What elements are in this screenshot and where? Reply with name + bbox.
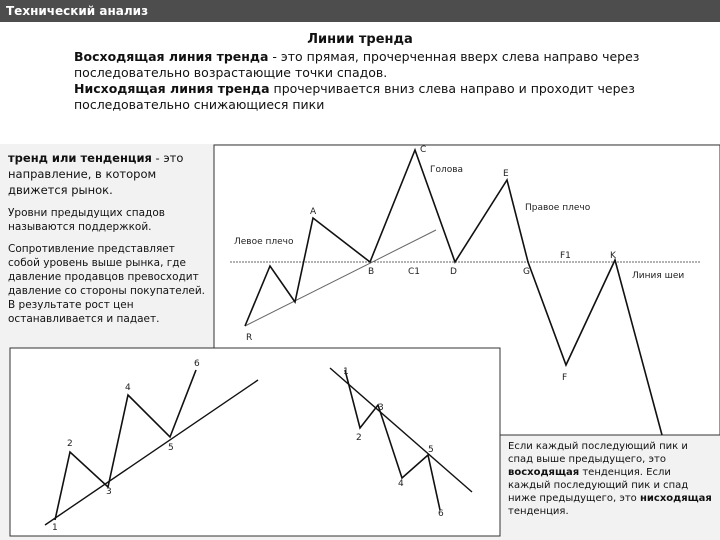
label: Линия шеи [632, 271, 684, 281]
label: F1 [560, 251, 571, 261]
trend-line [244, 229, 437, 327]
intro: Линии тренда Восходящая линия тренда - э… [0, 22, 720, 144]
text: тенденция. [508, 506, 569, 517]
label: F [562, 373, 567, 383]
down-labels: 1 2 3 4 5 6 [343, 367, 444, 519]
label: 2 [356, 433, 362, 443]
label: C1 [408, 267, 420, 277]
label: 4 [398, 479, 404, 489]
paragraph: Нисходящая линия тренда прочерчивается в… [74, 81, 702, 113]
bold: нисходящая [639, 493, 712, 504]
price-line [244, 147, 663, 436]
label: 2 [67, 439, 73, 449]
down-trend-line [329, 367, 473, 493]
label: Правое плечо [525, 203, 591, 213]
down-price-line [344, 369, 441, 511]
text: - это направление, в котором движется ры… [8, 151, 184, 197]
label: 5 [428, 445, 434, 455]
bold: Восходящая линия тренда [74, 49, 269, 64]
note: тренд или тенденция - это направление, в… [8, 150, 206, 198]
text: тенденция. Если каждый последующий пик и… [508, 467, 689, 504]
trend-panel [9, 347, 501, 537]
bold: Нисходящая линия тренда [74, 81, 270, 96]
note: Сопротивление представляет собой уровень… [8, 243, 206, 325]
label: 3 [106, 487, 112, 497]
hs-labels: C Голова E Правое плечо A Левое плечо B … [234, 145, 684, 383]
label: 1 [52, 523, 58, 533]
label: E [503, 169, 509, 179]
label: 6 [194, 359, 200, 369]
label: 6 [438, 509, 444, 519]
note: Уровни предыдущих спадов называются подд… [8, 207, 165, 233]
paragraph: Восходящая линия тренда - это прямая, пр… [74, 49, 702, 81]
label: C [420, 145, 426, 155]
summary: Если каждый последующий пик и спад выше … [508, 440, 713, 518]
label: Голова [430, 165, 463, 175]
text: прочерчивается вниз слева направо и прох… [74, 81, 635, 112]
heading: Линии тренда [307, 32, 413, 47]
label: 1 [343, 367, 349, 377]
label: 3 [378, 403, 384, 413]
header-title: Технический анализ [0, 0, 720, 22]
label: A [310, 207, 317, 217]
bold: тренд или тенденция [8, 151, 152, 165]
label: 5 [168, 443, 174, 453]
notes: тренд или тенденция - это направление, в… [0, 146, 212, 334]
label: R [246, 333, 252, 343]
label: 4 [125, 383, 131, 393]
text: - это прямая, прочерченная вверх слева н… [74, 49, 640, 80]
label: Левое плечо [234, 237, 294, 247]
label: K [610, 251, 617, 261]
label: G [523, 267, 530, 277]
label: B [368, 267, 374, 277]
up-labels: 1 2 3 4 5 6 [52, 359, 200, 533]
text: Если каждый последующий пик и спад выше … [508, 441, 688, 465]
up-trend-line [44, 379, 259, 526]
label: D [450, 267, 457, 277]
up-price-line [54, 369, 197, 521]
bold: восходящая [508, 467, 580, 478]
